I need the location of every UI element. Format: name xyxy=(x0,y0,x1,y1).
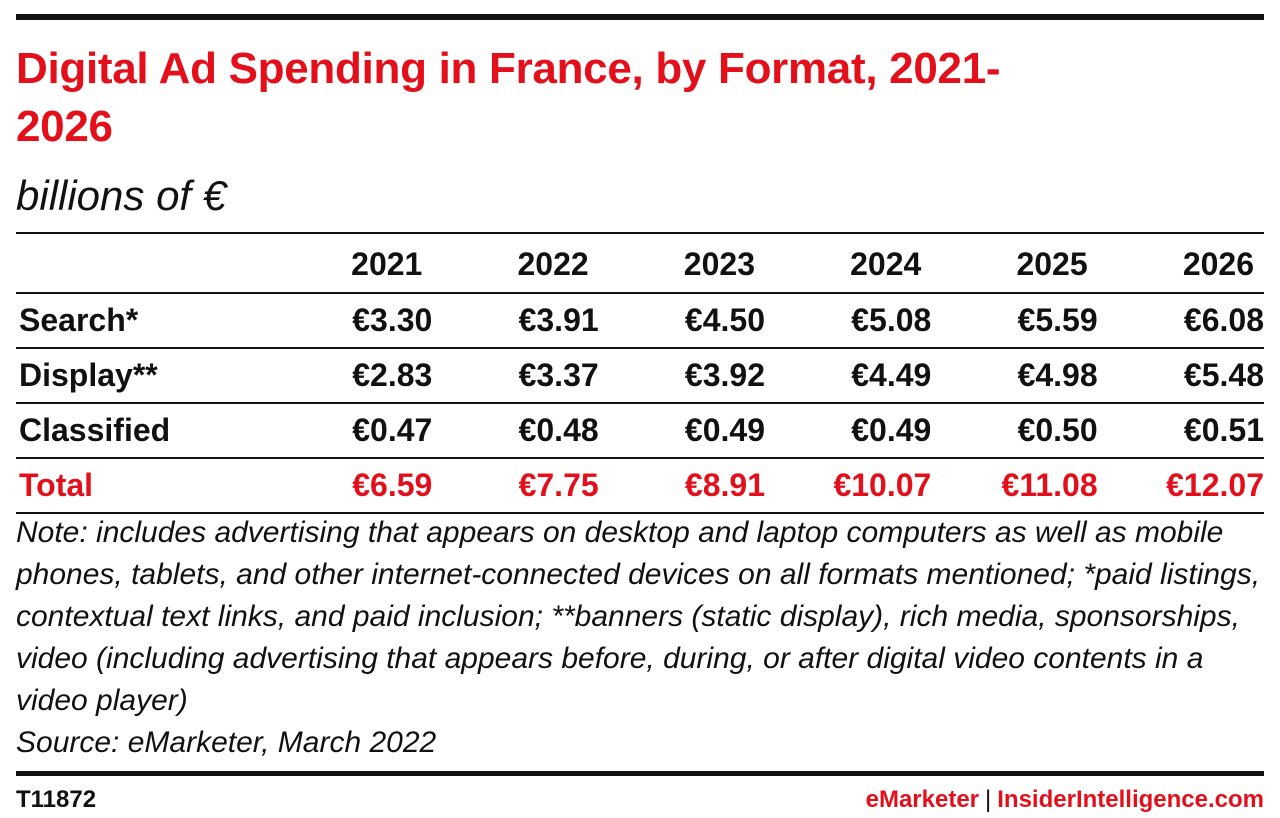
value-cell-classified-2023: €0.49 xyxy=(598,402,765,458)
chart-subtitle: billions of € xyxy=(16,172,227,219)
table-body: Search* €3.30 €3.91 €4.50 €5.08 €5.59 €6.08 Dis… xyxy=(16,292,1264,514)
value-cell-display-2021: €2.83 xyxy=(266,347,433,403)
year-header-2022: 2022 xyxy=(517,245,589,282)
value-cell-search-2022: €3.91 xyxy=(432,292,599,348)
value-cell-total-2021: €6.59 xyxy=(266,457,433,514)
value-cell-search-2025: €5.59 xyxy=(931,292,1098,348)
value-cell-total-2022: €7.75 xyxy=(432,457,599,514)
value-cell-display-2022: €3.37 xyxy=(432,347,599,403)
year-header-2021: 2021 xyxy=(351,245,423,282)
header-corner-cell xyxy=(16,236,266,293)
row-label-total: Total xyxy=(16,457,266,514)
brand-emarketer: eMarketer xyxy=(865,786,980,813)
row-label-display: Display** xyxy=(16,347,266,403)
value-cell-display-2024: €4.49 xyxy=(764,347,932,403)
year-header-2026: 2026 xyxy=(1182,245,1254,282)
table-row-search: Search* €3.30 €3.91 €4.50 €5.08 €5.59 €6.08 xyxy=(16,292,1264,348)
value-cell-search-2023: €4.50 xyxy=(598,292,765,348)
value-cell-search-2026: €6.08 xyxy=(1097,292,1264,348)
value-cell-classified-2026: €0.51 xyxy=(1097,402,1264,458)
value-cell-search-2021: €3.30 xyxy=(266,292,433,348)
row-label-search: Search* xyxy=(16,292,266,348)
chart-id: T11872 xyxy=(16,786,97,813)
chart-title: Digital Ad Spending in France, by Format… xyxy=(16,44,1001,151)
value-cell-display-2026: €5.48 xyxy=(1097,347,1264,403)
table-row-display: Display** €2.83 €3.37 €3.92 €4.49 €4.98 €5.48 xyxy=(16,347,1264,403)
value-cell-total-2026: €12.07 xyxy=(1097,457,1264,514)
value-cell-classified-2024: €0.49 xyxy=(764,402,932,458)
year-header-2025: 2025 xyxy=(1016,245,1088,282)
value-cell-search-2024: €5.08 xyxy=(764,292,932,348)
top-rule xyxy=(16,14,1264,20)
year-header-2024: 2024 xyxy=(850,245,922,282)
table-row-total: Total €6.59 €7.75 €8.91 €10.07 €11.08 €12.07 xyxy=(16,457,1264,514)
table-row-classified: Classified €0.47 €0.48 €0.49 €0.49 €0.50 €0.51 xyxy=(16,402,1264,458)
table-top-rule xyxy=(16,232,1264,234)
brand-insider-intelligence-link[interactable]: InsiderIntelligence.com xyxy=(997,786,1264,813)
value-cell-display-2025: €4.98 xyxy=(931,347,1098,403)
value-cell-classified-2021: €0.47 xyxy=(266,402,433,458)
footnote: Note: includes advertising that appears … xyxy=(16,516,1261,717)
header-row: 2021 2022 2023 2024 2025 2026 xyxy=(16,236,1264,293)
value-cell-classified-2022: €0.48 xyxy=(432,402,599,458)
footer-brand: eMarketer | InsiderIntelligence.com xyxy=(866,786,1264,814)
row-label-classified: Classified xyxy=(16,402,266,458)
bottom-rule xyxy=(16,771,1264,776)
value-cell-display-2023: €3.92 xyxy=(598,347,765,403)
data-table: 2021 2022 2023 2024 2025 2026 Search* €3.30 €3.… xyxy=(16,236,1264,514)
value-cell-total-2023: €8.91 xyxy=(598,457,765,514)
year-header-2023: 2023 xyxy=(683,245,755,282)
brand-separator: | xyxy=(985,786,992,813)
source-line: Source: eMarketer, March 2022 xyxy=(16,726,437,759)
value-cell-classified-2025: €0.50 xyxy=(931,402,1098,458)
value-cell-total-2025: €11.08 xyxy=(931,457,1098,514)
value-cell-total-2024: €10.07 xyxy=(764,457,932,514)
